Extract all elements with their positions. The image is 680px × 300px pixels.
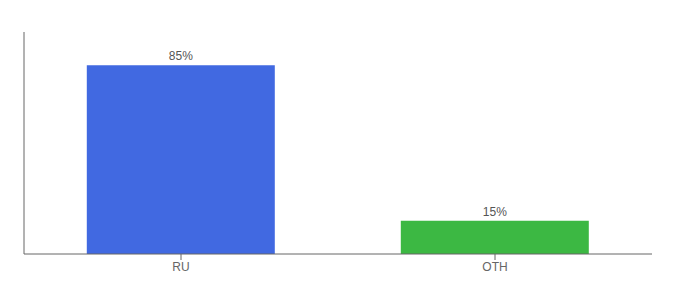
svg-text:85%: 85% (169, 49, 193, 63)
svg-text:RU: RU (172, 260, 189, 274)
svg-text:15%: 15% (483, 205, 507, 219)
svg-text:OTH: OTH (482, 260, 507, 274)
